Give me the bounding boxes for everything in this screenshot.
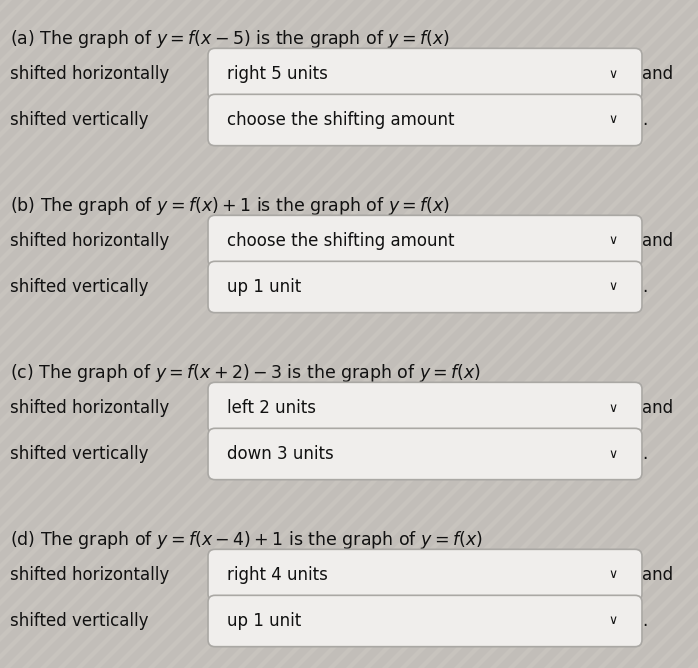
Text: shifted vertically: shifted vertically <box>10 278 149 296</box>
Text: ∨: ∨ <box>609 67 618 81</box>
Text: (a) The graph of $y = f(x-5)$ is the graph of $y = f(x)$: (a) The graph of $y = f(x-5)$ is the gra… <box>10 28 450 50</box>
Text: shifted vertically: shifted vertically <box>10 111 149 129</box>
Text: .: . <box>642 612 647 630</box>
Text: ∨: ∨ <box>609 448 618 460</box>
Text: shifted horizontally: shifted horizontally <box>10 65 169 83</box>
Text: ∨: ∨ <box>609 234 618 248</box>
Text: shifted vertically: shifted vertically <box>10 445 149 463</box>
FancyBboxPatch shape <box>208 261 642 313</box>
Text: (c) The graph of $y = f(x+2)-3$ is the graph of $y = f(x)$: (c) The graph of $y = f(x+2)-3$ is the g… <box>10 362 481 384</box>
FancyBboxPatch shape <box>208 215 642 267</box>
Text: ∨: ∨ <box>609 114 618 126</box>
Text: shifted horizontally: shifted horizontally <box>10 232 169 250</box>
Text: down 3 units: down 3 units <box>227 445 334 463</box>
Text: and: and <box>642 566 673 584</box>
Text: ∨: ∨ <box>609 615 618 627</box>
Text: ∨: ∨ <box>609 281 618 293</box>
FancyBboxPatch shape <box>208 428 642 480</box>
Text: and: and <box>642 399 673 417</box>
FancyBboxPatch shape <box>208 48 642 100</box>
Text: choose the shifting amount: choose the shifting amount <box>227 111 454 129</box>
Text: shifted horizontally: shifted horizontally <box>10 566 169 584</box>
Text: and: and <box>642 232 673 250</box>
Text: up 1 unit: up 1 unit <box>227 612 302 630</box>
Text: choose the shifting amount: choose the shifting amount <box>227 232 454 250</box>
Text: .: . <box>642 278 647 296</box>
Text: left 2 units: left 2 units <box>227 399 316 417</box>
Text: right 5 units: right 5 units <box>227 65 328 83</box>
Text: ∨: ∨ <box>609 568 618 582</box>
Text: shifted horizontally: shifted horizontally <box>10 399 169 417</box>
Text: ∨: ∨ <box>609 401 618 415</box>
FancyBboxPatch shape <box>208 382 642 434</box>
FancyBboxPatch shape <box>208 595 642 647</box>
Text: (d) The graph of $y = f(x-4)+1$ is the graph of $y = f(x)$: (d) The graph of $y = f(x-4)+1$ is the g… <box>10 529 482 551</box>
FancyBboxPatch shape <box>208 549 642 601</box>
Text: and: and <box>642 65 673 83</box>
Text: .: . <box>642 111 647 129</box>
Text: shifted vertically: shifted vertically <box>10 612 149 630</box>
Text: up 1 unit: up 1 unit <box>227 278 302 296</box>
FancyBboxPatch shape <box>208 94 642 146</box>
Text: right 4 units: right 4 units <box>227 566 328 584</box>
Text: (b) The graph of $y = f(x)+1$ is the graph of $y = f(x)$: (b) The graph of $y = f(x)+1$ is the gra… <box>10 195 450 217</box>
Text: .: . <box>642 445 647 463</box>
